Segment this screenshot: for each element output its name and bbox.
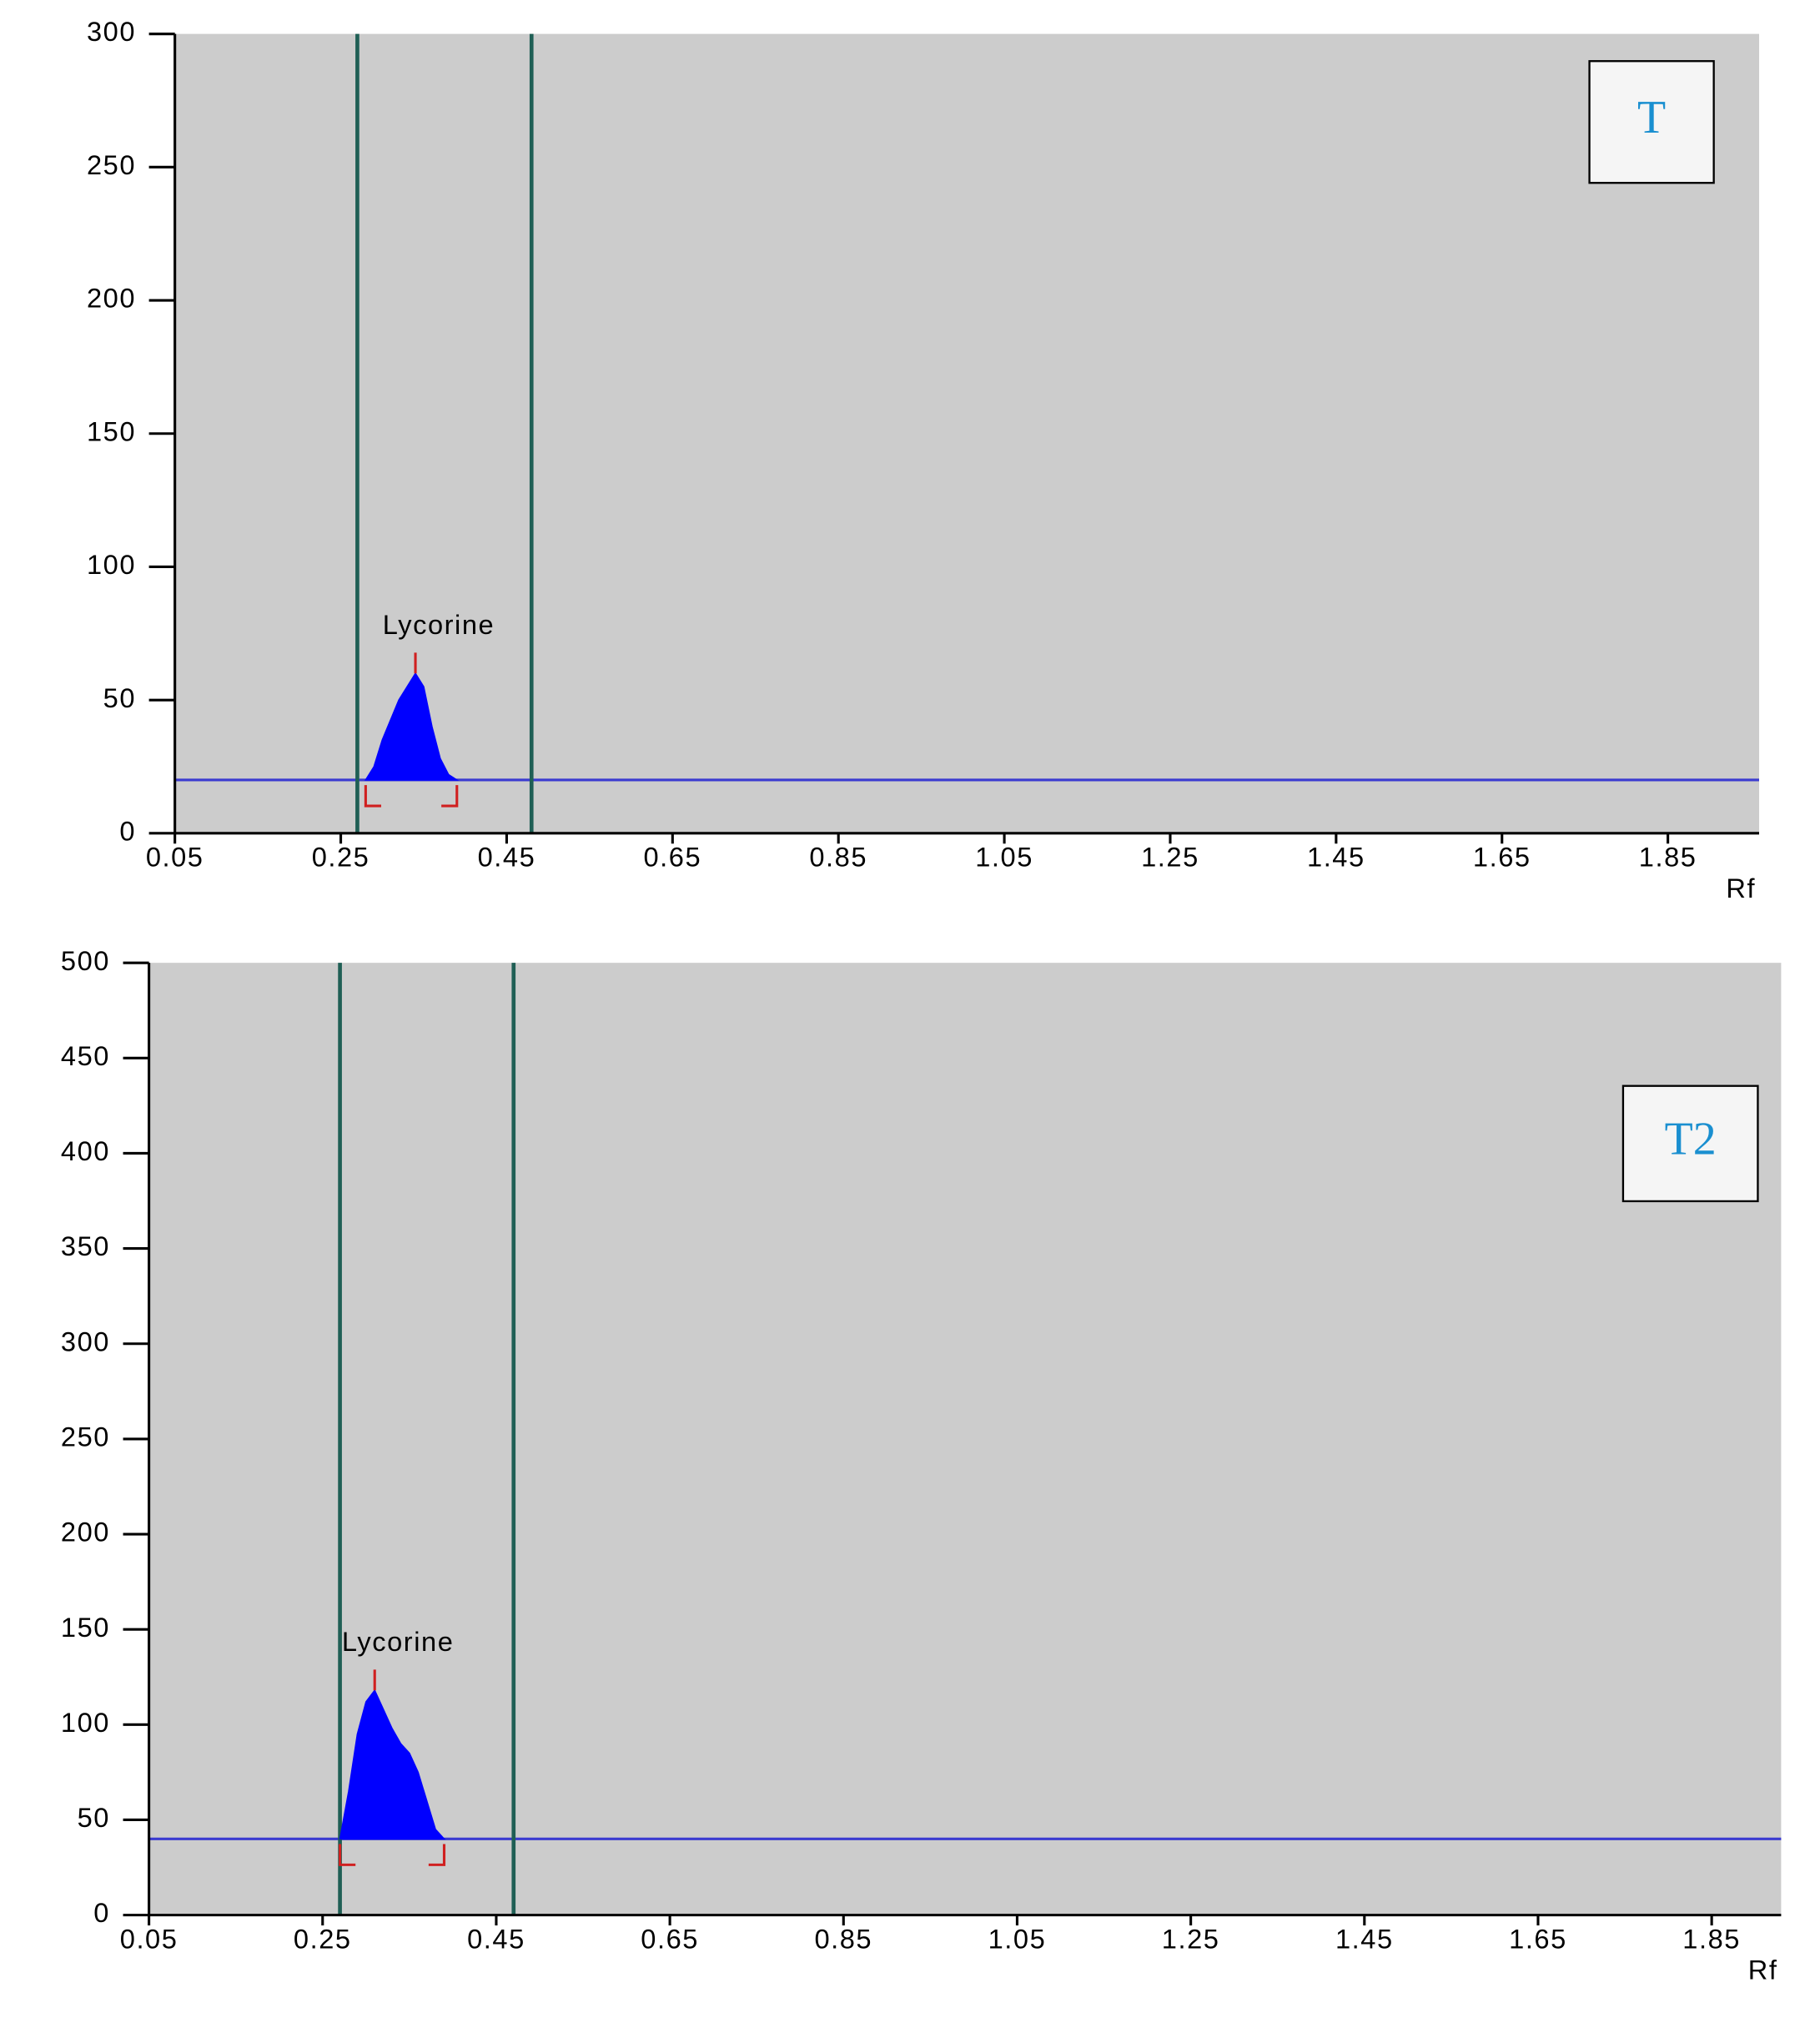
y-tick-label: 100: [61, 1707, 110, 1738]
y-tick-label: 250: [87, 149, 136, 180]
plot-area: [148, 963, 1782, 1915]
y-tick-label: 350: [61, 1230, 110, 1261]
x-axis-label: Rf: [1748, 1955, 1778, 1985]
x-tick-label: 0.25: [294, 1923, 352, 1954]
y-tick-label: 200: [61, 1517, 110, 1547]
peak-label: Lycorine: [342, 1626, 454, 1657]
bracket: [441, 785, 459, 808]
x-tick-label: 0.85: [809, 842, 867, 873]
x-tick-label: 1.05: [988, 1923, 1047, 1954]
bracket: [339, 1844, 356, 1866]
x-tick-label: 0.65: [641, 1923, 699, 1954]
bracket: [428, 1844, 446, 1866]
y-tick-label: 450: [61, 1040, 110, 1071]
x-tick-label: 1.85: [1639, 842, 1697, 873]
x-tick-label: 0.45: [478, 842, 536, 873]
x-tick-label: 1.85: [1682, 1923, 1741, 1954]
x-tick-label: 0.85: [814, 1923, 872, 1954]
y-tick-label: 400: [61, 1135, 110, 1166]
x-tick-label: 1.25: [1162, 1923, 1220, 1954]
x-tick-label: 0.25: [312, 842, 370, 873]
y-tick-label: 200: [87, 283, 136, 314]
y-tick-label: 250: [61, 1422, 110, 1452]
y-tick-label: 150: [61, 1612, 110, 1643]
x-tick-label: 0.65: [643, 842, 701, 873]
box-label: T2: [1665, 1114, 1717, 1165]
x-tick-label: 0.05: [146, 842, 204, 873]
peak-label: Lycorine: [383, 609, 495, 640]
y-tick-label: 150: [87, 415, 136, 446]
x-axis-label: Rf: [1726, 873, 1756, 903]
y-tick-label: 0: [93, 1897, 110, 1928]
x-tick-label: 1.65: [1509, 1923, 1567, 1954]
x-tick-label: 0.05: [120, 1923, 178, 1954]
y-tick-label: 100: [87, 549, 136, 580]
bracket: [364, 785, 382, 808]
x-tick-label: 1.65: [1473, 842, 1531, 873]
y-tick-label: 300: [87, 16, 136, 47]
x-tick-label: 1.25: [1141, 842, 1199, 873]
peak-area: [364, 672, 460, 781]
y-tick-label: 50: [103, 682, 136, 713]
y-tick-label: 50: [78, 1802, 110, 1833]
y-tick-label: 500: [61, 945, 110, 976]
label-box: [1588, 60, 1715, 184]
x-tick-label: 1.45: [1307, 842, 1365, 873]
label-box: [1621, 1084, 1759, 1203]
y-tick-label: 300: [61, 1326, 110, 1356]
x-tick-label: 0.45: [467, 1923, 525, 1954]
plot-area: [174, 33, 1760, 833]
x-tick-label: 1.45: [1335, 1923, 1394, 1954]
y-tick-label: 0: [119, 815, 136, 846]
peak-area: [339, 1688, 446, 1840]
box-label: T: [1637, 92, 1666, 143]
x-tick-label: 1.05: [975, 842, 1033, 873]
